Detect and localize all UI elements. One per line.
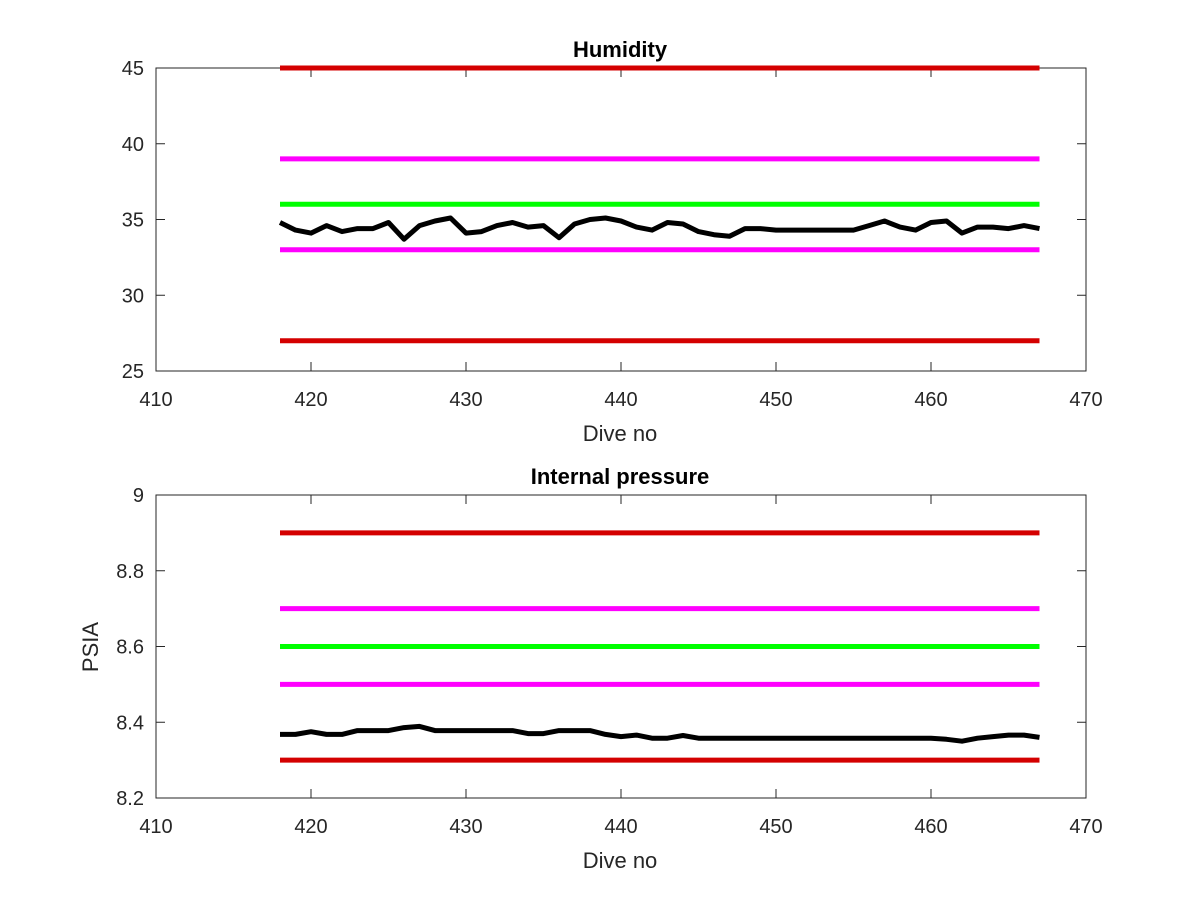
internal-pressure-y-tick-label: 8.4: [116, 712, 144, 734]
humidity-series-measured: [278, 215, 1040, 242]
internal-pressure-panel: Internal pressure Dive no PSIA 410 420 430…: [78, 464, 1103, 873]
internal-pressure-x-tick-label: 460: [914, 816, 947, 838]
humidity-y-tick-label: 25: [122, 361, 144, 383]
internal-pressure-series-measured: [280, 723, 1040, 744]
humidity-y-tick-label: 40: [122, 134, 144, 156]
humidity-title: Humidity: [573, 37, 668, 62]
humidity-x-tick-label: 420: [294, 389, 327, 411]
internal-pressure-y-tick-label: 9: [133, 485, 144, 507]
humidity-x-tick-label: 430: [449, 389, 482, 411]
internal-pressure-x-tick-label: 450: [759, 816, 792, 838]
humidity-x-tick-label: 450: [759, 389, 792, 411]
humidity-x-tick-label: 470: [1069, 389, 1102, 411]
internal-pressure-x-tick-label: 440: [604, 816, 637, 838]
internal-pressure-y-axis-title: PSIA: [78, 622, 103, 672]
humidity-panel: Humidity Dive no 410 420 430 440 450 460 470 25…: [122, 37, 1103, 446]
internal-pressure-x-tick-label: 410: [139, 816, 172, 838]
internal-pressure-y-tick-label: 8.6: [116, 637, 144, 659]
internal-pressure-y-tick-label: 8.2: [116, 788, 144, 810]
humidity-y-tick-label: 30: [122, 285, 144, 307]
humidity-y-tick-label: 35: [122, 210, 144, 232]
humidity-x-tick-label: 410: [139, 389, 172, 411]
internal-pressure-y-tick-label: 8.8: [116, 561, 144, 583]
internal-pressure-title: Internal pressure: [531, 464, 710, 489]
humidity-x-axis-title: Dive no: [583, 421, 658, 446]
humidity-x-tick-label: 440: [604, 389, 637, 411]
internal-pressure-x-axis-title: Dive no: [583, 848, 658, 873]
internal-pressure-x-tick-label: 420: [294, 816, 327, 838]
humidity-x-tick-label: 460: [914, 389, 947, 411]
internal-pressure-x-tick-label: 470: [1069, 816, 1102, 838]
humidity-y-tick-label: 45: [122, 58, 144, 80]
internal-pressure-x-tick-label: 430: [449, 816, 482, 838]
